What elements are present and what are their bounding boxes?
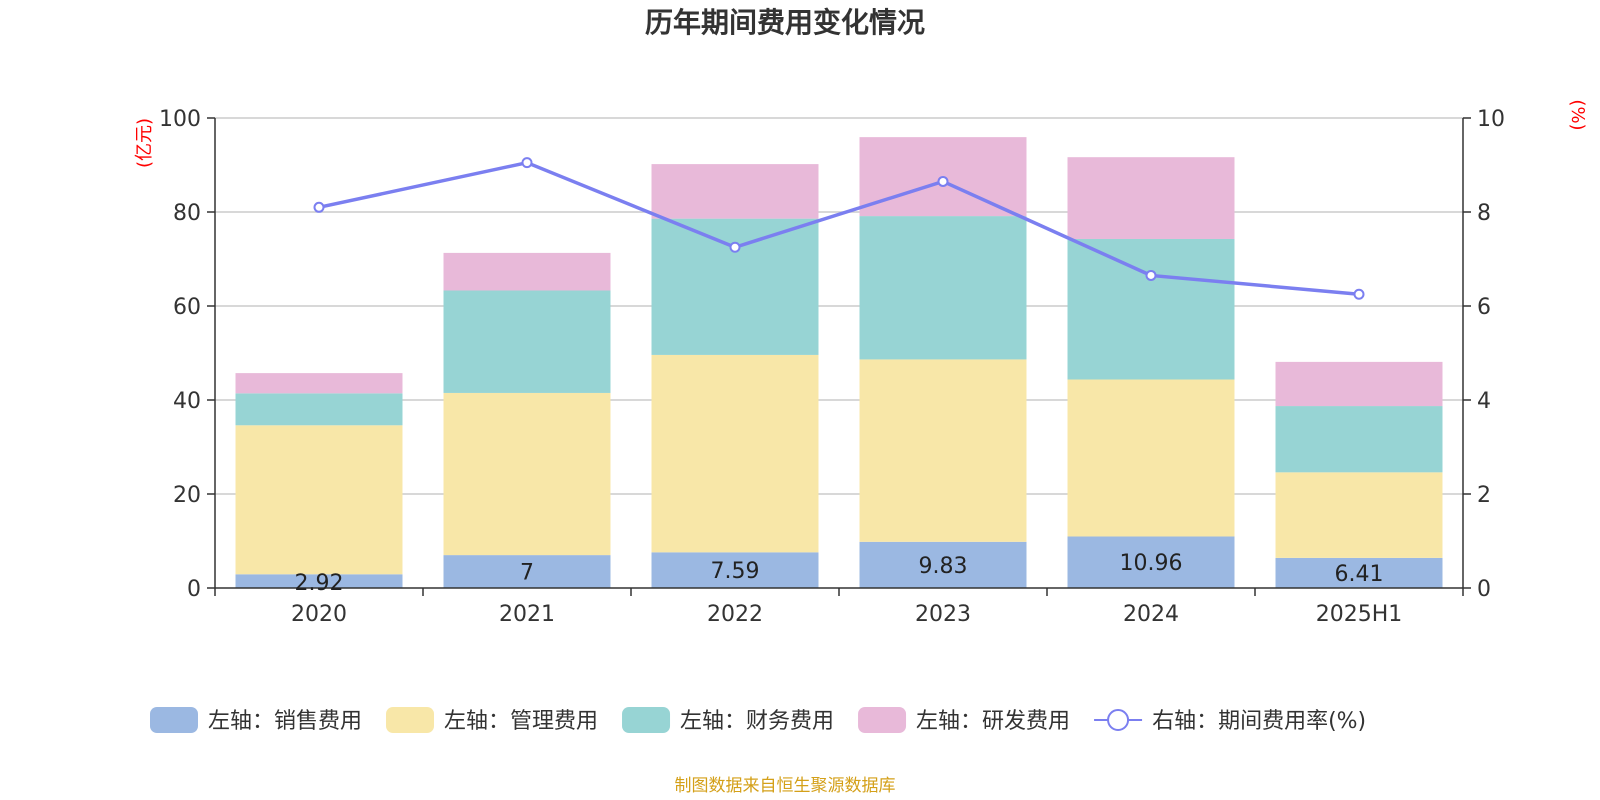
bars xyxy=(235,137,1443,588)
legend-label: 左轴：销售费用 xyxy=(208,709,362,734)
legend-swatch-2 xyxy=(386,707,435,733)
rate-line xyxy=(313,157,1365,300)
right-tick-label: 6 xyxy=(1477,295,1491,320)
bar-segment-2 xyxy=(1275,472,1443,558)
legend-label: 左轴：管理费用 xyxy=(444,709,598,734)
left-tick-label: 40 xyxy=(173,389,201,414)
right-tick-label: 8 xyxy=(1477,201,1491,226)
bar-segment-2 xyxy=(235,425,403,575)
bar-segment-2 xyxy=(1067,379,1235,537)
right-tick-label: 2 xyxy=(1477,483,1491,508)
left-tick-label: 0 xyxy=(187,577,201,602)
rate-line-path xyxy=(318,160,1360,296)
legend-marker-swatch xyxy=(1107,709,1130,731)
bar-segment-3 xyxy=(1275,406,1443,473)
rate-point xyxy=(1145,269,1157,281)
left-axis-unit: (亿元) xyxy=(134,118,155,168)
bar-segment-1 xyxy=(651,552,819,588)
rate-point xyxy=(313,201,325,213)
right-tick-label: 0 xyxy=(1477,577,1491,602)
legend: 左轴：销售费用 左轴：管理费用 左轴：财务费用 左轴：研发费用 右轴：期间费用率(%) xyxy=(150,707,1366,734)
bar-segment-1 xyxy=(443,555,611,588)
bar-segment-4 xyxy=(235,373,403,394)
bar-segment-3 xyxy=(651,218,819,355)
left-tick-label: 80 xyxy=(173,201,201,226)
data-label: 7 xyxy=(520,561,534,586)
rate-point xyxy=(1353,288,1365,300)
legend-label: 左轴：财务费用 xyxy=(680,709,834,734)
left-tick-label: 100 xyxy=(159,107,201,132)
data-labels: 2.92 7 7.59 9.83 10.96 6.41 xyxy=(295,551,1384,596)
bar-segment-4 xyxy=(651,164,819,219)
legend-label: 右轴：期间费用率(%) xyxy=(1152,709,1366,734)
bar-segment-1 xyxy=(1275,557,1443,588)
bar-segment-4 xyxy=(1067,157,1235,239)
right-axis-unit: (%) xyxy=(1567,99,1588,130)
bar-segment-1 xyxy=(859,541,1027,588)
x-tick-label: 2023 xyxy=(915,602,971,627)
bar-segment-4 xyxy=(443,252,611,291)
legend-label: 左轴：研发费用 xyxy=(916,709,1070,734)
x-tick-label: 2025H1 xyxy=(1316,602,1403,627)
bar-segment-1 xyxy=(1067,536,1235,588)
bar-segment-4 xyxy=(1275,361,1443,407)
source-note: 制图数据来自恒生聚源数据库 xyxy=(675,776,896,796)
rate-point xyxy=(937,175,949,187)
grid xyxy=(215,117,1463,495)
data-label: 2.92 xyxy=(295,571,344,596)
bar-segment-1 xyxy=(235,574,403,588)
bar-segment-3 xyxy=(235,393,403,426)
data-label: 6.41 xyxy=(1335,562,1384,587)
rate-point xyxy=(521,157,533,169)
x-tick-label: 2021 xyxy=(499,602,555,627)
legend-swatch-1 xyxy=(150,707,198,733)
legend-swatch-4 xyxy=(858,707,907,733)
rate-point xyxy=(729,241,741,253)
bar-segment-3 xyxy=(443,290,611,393)
x-tick-label: 2020 xyxy=(291,602,347,627)
left-tick-label: 20 xyxy=(173,483,201,508)
left-tick-label: 60 xyxy=(173,295,201,320)
bar-segment-2 xyxy=(651,354,819,553)
chart-title: 历年期间费用变化情况 xyxy=(645,6,925,39)
x-tick-label: 2024 xyxy=(1123,602,1179,627)
bar-segment-2 xyxy=(443,392,611,556)
bar-segment-3 xyxy=(1067,238,1235,380)
right-tick-label: 10 xyxy=(1477,107,1505,132)
data-label: 7.59 xyxy=(711,559,760,584)
data-label: 10.96 xyxy=(1120,551,1183,576)
data-label: 9.83 xyxy=(919,554,968,579)
right-tick-label: 4 xyxy=(1477,389,1491,414)
x-tick-label: 2022 xyxy=(707,602,763,627)
bar-segment-3 xyxy=(859,216,1027,360)
legend-swatch-3 xyxy=(622,707,671,733)
axes: 0 20 40 60 80 100 0 2 4 6 8 10 2020 2021 2022 2023 2024 2… xyxy=(159,107,1505,627)
bar-segment-2 xyxy=(859,359,1027,542)
